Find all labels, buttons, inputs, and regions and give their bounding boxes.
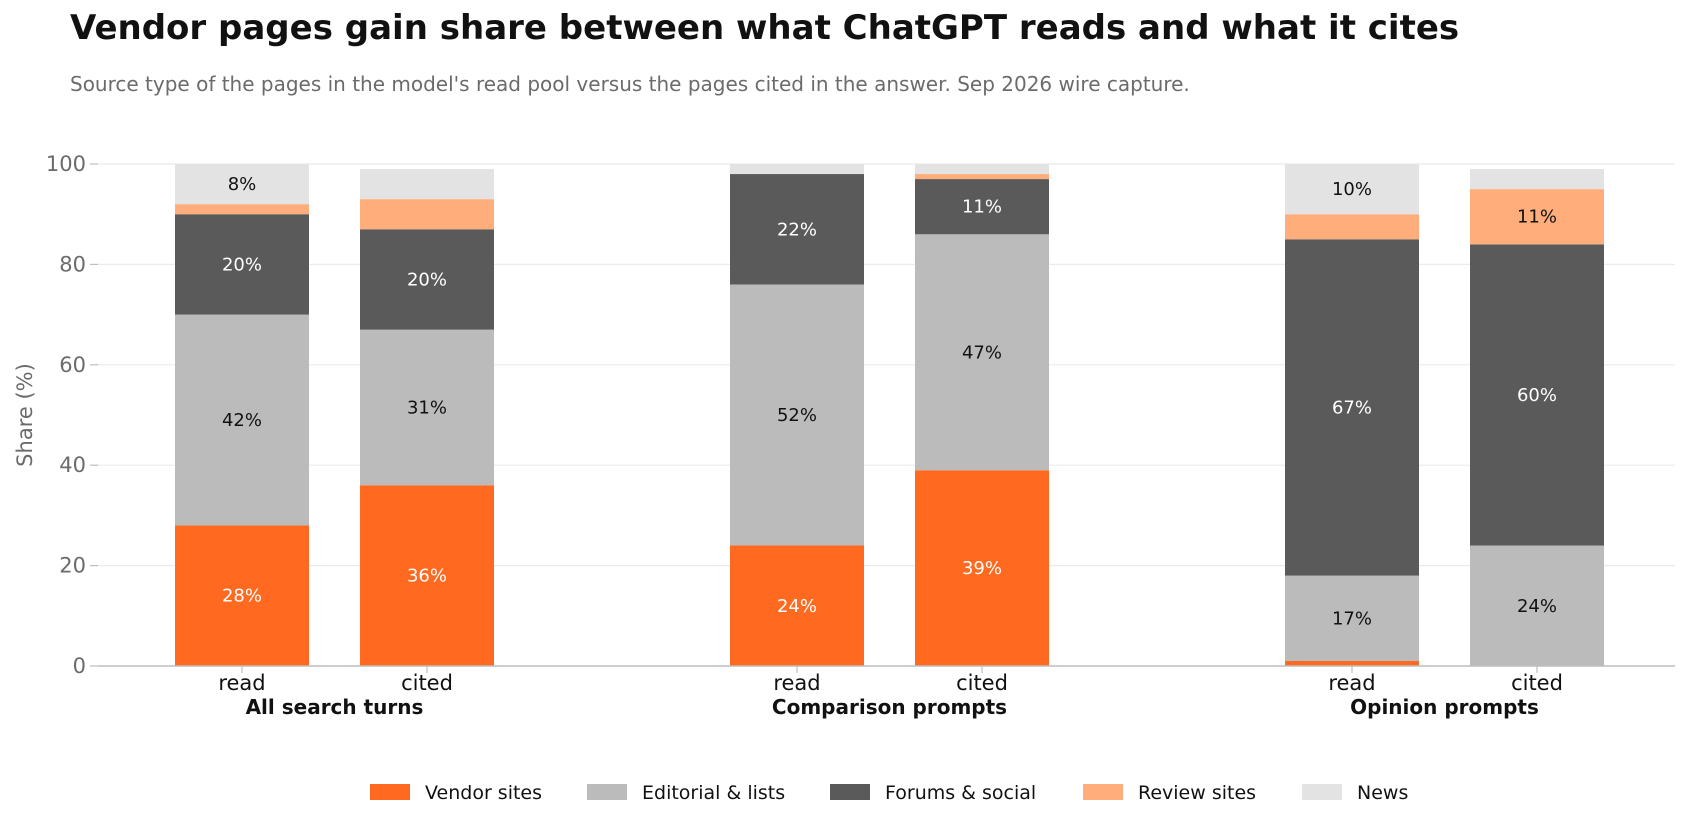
group-label: All search turns	[246, 695, 424, 719]
legend-label: Review sites	[1138, 782, 1256, 804]
bar-segment	[1285, 164, 1419, 215]
bar-segment	[915, 470, 1049, 666]
bar-segment	[1470, 169, 1604, 190]
x-tick-label: cited	[401, 671, 453, 695]
bar-segment	[730, 174, 864, 285]
x-tick-label: cited	[956, 671, 1008, 695]
bar-segment	[1285, 575, 1419, 661]
data-label: 17%	[1332, 608, 1372, 629]
data-label: 11%	[1517, 207, 1557, 228]
bar-segment	[175, 164, 309, 205]
data-label: 31%	[407, 397, 447, 418]
x-tick-label: read	[218, 671, 265, 695]
bar-segment	[360, 229, 494, 330]
bar-segment	[730, 284, 864, 546]
group-label: Opinion prompts	[1350, 695, 1539, 719]
x-tick-label: cited	[1511, 671, 1563, 695]
bar-segment	[730, 164, 864, 175]
bar-segment	[1470, 244, 1604, 546]
legend-swatch	[587, 784, 627, 800]
data-label: 67%	[1332, 397, 1372, 418]
bar-segment	[1285, 239, 1419, 576]
bar-segment	[175, 214, 309, 315]
legend-label: Forums & social	[885, 782, 1036, 804]
legend-label: News	[1357, 782, 1408, 804]
bar-segment	[1470, 189, 1604, 245]
bar-segment	[915, 174, 1049, 180]
y-tick-label: 0	[73, 654, 86, 678]
bar-segment	[730, 545, 864, 666]
legend-label: Vendor sites	[425, 782, 542, 804]
bar-segment	[915, 164, 1049, 175]
y-tick-label: 20	[59, 554, 86, 578]
bar-segment	[1285, 214, 1419, 240]
bar-segment	[1285, 660, 1419, 666]
legend-swatch	[370, 784, 410, 800]
bar-segment	[175, 314, 309, 526]
legend-swatch	[830, 784, 870, 800]
bar-segment	[360, 199, 494, 230]
data-label: 10%	[1332, 179, 1372, 200]
bar-segment	[915, 234, 1049, 471]
bar-segment	[915, 179, 1049, 235]
y-tick-label: 40	[59, 453, 86, 477]
x-tick-label: read	[1328, 671, 1375, 695]
data-label: 11%	[962, 197, 1002, 218]
data-label: 24%	[777, 596, 817, 617]
data-label: 52%	[777, 405, 817, 426]
chart-title: Vendor pages gain share between what Cha…	[70, 8, 1460, 48]
data-label: 60%	[1517, 385, 1557, 406]
data-label: 8%	[228, 174, 257, 195]
data-label: 39%	[962, 558, 1002, 579]
y-axis-label: Share (%)	[13, 363, 37, 467]
x-tick-label: read	[773, 671, 820, 695]
data-label: 24%	[1517, 596, 1557, 617]
y-tick-label: 60	[59, 353, 86, 377]
data-label: 20%	[222, 254, 262, 275]
data-label: 28%	[222, 586, 262, 607]
bar-segment	[360, 485, 494, 666]
y-tick-label: 80	[59, 252, 86, 276]
legend-swatch	[1302, 784, 1342, 800]
data-label: 36%	[407, 566, 447, 587]
legend-swatch	[1083, 784, 1123, 800]
legend-label: Editorial & lists	[642, 782, 785, 804]
data-label: 42%	[222, 410, 262, 431]
bar-segment	[360, 329, 494, 486]
bar-segment	[175, 204, 309, 215]
bar-segment	[1470, 545, 1604, 666]
data-label: 22%	[777, 219, 817, 240]
data-label: 20%	[407, 269, 447, 290]
chart-subtitle: Source type of the pages in the model's …	[70, 72, 1190, 96]
bar-segment	[360, 169, 494, 200]
data-label: 47%	[962, 342, 1002, 363]
y-tick-label: 100	[46, 152, 86, 176]
bar-segment	[175, 525, 309, 666]
group-label: Comparison prompts	[772, 695, 1007, 719]
